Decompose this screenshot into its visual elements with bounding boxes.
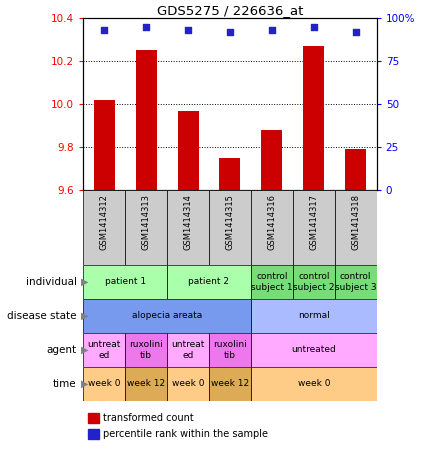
- Bar: [83, 299, 251, 333]
- Text: alopecia areata: alopecia areata: [132, 312, 202, 320]
- Bar: [83, 367, 125, 401]
- Text: GSM1414316: GSM1414316: [267, 194, 276, 250]
- Bar: [335, 190, 377, 265]
- Text: control
subject 3: control subject 3: [335, 272, 377, 292]
- Text: control
subject 1: control subject 1: [251, 272, 293, 292]
- Bar: [335, 265, 377, 299]
- Text: patient 1: patient 1: [105, 278, 146, 286]
- Bar: [167, 367, 209, 401]
- Bar: [251, 367, 377, 401]
- Bar: [209, 190, 251, 265]
- Text: GSM1414318: GSM1414318: [351, 194, 360, 250]
- Text: control
subject 2: control subject 2: [293, 272, 335, 292]
- Bar: [251, 333, 377, 367]
- Bar: [177, 111, 198, 190]
- Text: GSM1414313: GSM1414313: [141, 194, 151, 250]
- Text: untreat
ed: untreat ed: [88, 340, 121, 360]
- Text: week 0: week 0: [297, 380, 330, 388]
- Point: [101, 27, 108, 34]
- Text: week 0: week 0: [88, 380, 120, 388]
- Bar: [167, 190, 209, 265]
- Text: GSM1414314: GSM1414314: [184, 194, 193, 250]
- Text: patient 2: patient 2: [188, 278, 230, 286]
- Bar: [251, 190, 293, 265]
- Title: GDS5275 / 226636_at: GDS5275 / 226636_at: [157, 4, 303, 17]
- Bar: [209, 367, 251, 401]
- Bar: [251, 265, 293, 299]
- Bar: [219, 158, 240, 190]
- Bar: [125, 190, 167, 265]
- Bar: [293, 190, 335, 265]
- Text: GSM1414315: GSM1414315: [226, 194, 234, 250]
- Point: [310, 23, 317, 30]
- Text: individual: individual: [26, 277, 77, 287]
- Bar: [83, 333, 125, 367]
- Bar: [251, 299, 377, 333]
- Text: ruxolini
tib: ruxolini tib: [213, 340, 247, 360]
- Text: normal: normal: [298, 312, 330, 320]
- Point: [352, 28, 359, 35]
- Text: disease state: disease state: [7, 311, 77, 321]
- Point: [184, 27, 191, 34]
- Text: ▶: ▶: [81, 345, 88, 355]
- Bar: [125, 333, 167, 367]
- Text: week 0: week 0: [172, 380, 204, 388]
- Bar: [83, 265, 167, 299]
- Text: untreated: untreated: [291, 346, 336, 354]
- Bar: [136, 50, 156, 190]
- Bar: [167, 333, 209, 367]
- Text: GSM1414317: GSM1414317: [309, 194, 318, 250]
- Text: ▶: ▶: [81, 277, 88, 287]
- Text: ruxolini
tib: ruxolini tib: [129, 340, 163, 360]
- Bar: [167, 265, 251, 299]
- Text: week 12: week 12: [211, 380, 249, 388]
- Point: [143, 23, 150, 30]
- Bar: [293, 265, 335, 299]
- Text: ▶: ▶: [81, 311, 88, 321]
- Point: [226, 28, 233, 35]
- Text: week 12: week 12: [127, 380, 165, 388]
- Text: agent: agent: [46, 345, 77, 355]
- Text: transformed count: transformed count: [103, 413, 194, 423]
- Bar: [209, 333, 251, 367]
- Bar: [83, 190, 125, 265]
- Bar: [345, 149, 366, 190]
- Text: ▶: ▶: [81, 379, 88, 389]
- Bar: [94, 100, 115, 190]
- Bar: [303, 46, 324, 190]
- Text: percentile rank within the sample: percentile rank within the sample: [103, 429, 268, 439]
- Bar: [125, 367, 167, 401]
- Bar: [261, 130, 283, 190]
- Point: [268, 27, 276, 34]
- Text: GSM1414312: GSM1414312: [100, 194, 109, 250]
- Text: time: time: [53, 379, 77, 389]
- Text: untreat
ed: untreat ed: [171, 340, 205, 360]
